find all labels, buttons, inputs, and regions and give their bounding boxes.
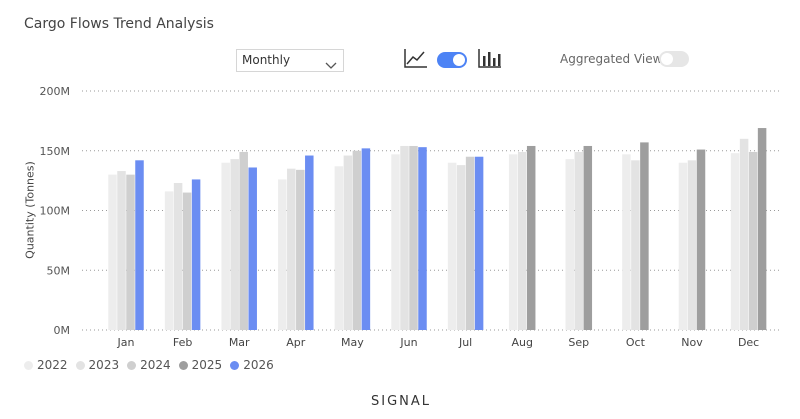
bar-2025-oct[interactable]: [640, 142, 649, 330]
aggregated-view-label: Aggregated View: [560, 52, 663, 66]
legend-label: 2022: [37, 358, 68, 372]
x-tick-label: May: [341, 336, 364, 349]
legend-label: 2023: [88, 358, 120, 372]
bar-2024-mar[interactable]: [239, 151, 248, 330]
bar-2024-apr[interactable]: [296, 169, 305, 330]
bar-2026-jul[interactable]: [474, 156, 484, 330]
bar-2022-aug[interactable]: [508, 154, 518, 330]
y-tick-label: 0M: [54, 324, 71, 337]
bar-chart-icon[interactable]: [478, 48, 502, 72]
toggle-knob: [661, 53, 673, 65]
legend-label: 2024: [140, 358, 171, 372]
bar-2024-may[interactable]: [352, 150, 362, 330]
bar-2026-jun[interactable]: [418, 147, 427, 330]
aggregated-view-toggle[interactable]: [659, 51, 689, 67]
bar-2022-oct[interactable]: [622, 154, 631, 330]
bar-2026-feb[interactable]: [191, 179, 201, 330]
y-tick-label: 100M: [40, 205, 71, 218]
chart-type-toggle[interactable]: [437, 52, 467, 68]
legend-label: 2026: [243, 358, 274, 372]
y-tick-label: 200M: [40, 85, 71, 98]
bar-2023-mar[interactable]: [230, 159, 239, 330]
bar-2023-dec[interactable]: [739, 138, 749, 330]
bar-2022-jul[interactable]: [447, 162, 457, 330]
bar-2022-jun[interactable]: [391, 154, 400, 330]
x-tick-label: Feb: [173, 336, 192, 349]
legend-swatch: [24, 360, 33, 370]
y-tick-label: 50M: [47, 264, 71, 277]
line-chart-icon[interactable]: [404, 48, 428, 72]
bar-2022-feb[interactable]: [164, 191, 174, 330]
x-tick-label: Mar: [229, 336, 250, 349]
x-tick-label: Aug: [511, 336, 532, 349]
bar-2022-nov[interactable]: [678, 162, 688, 330]
x-tick-label: Jul: [458, 336, 472, 349]
x-tick-label: Sep: [568, 336, 589, 349]
bar-2023-jan[interactable]: [117, 171, 126, 330]
legend-label: 2025: [191, 358, 223, 372]
brand-logo: SIGNAL: [371, 394, 432, 409]
x-tick-label: Oct: [626, 336, 646, 349]
bar-2023-jul[interactable]: [456, 165, 466, 330]
bar-2022-dec[interactable]: [730, 153, 740, 330]
legend-item-2024[interactable]: 2024: [127, 358, 171, 372]
bar-2026-jan[interactable]: [135, 160, 144, 330]
x-tick-label: Nov: [681, 336, 703, 349]
period-select-value: Monthly: [242, 53, 291, 67]
toggle-knob: [453, 54, 465, 66]
legend-item-2025[interactable]: 2025: [178, 358, 223, 372]
bar-2022-mar[interactable]: [221, 162, 230, 330]
bar-2023-nov[interactable]: [687, 160, 697, 330]
bar-2025-dec[interactable]: [757, 128, 767, 330]
legend-swatch: [75, 360, 85, 370]
period-select[interactable]: Monthly: [236, 49, 344, 72]
x-tick-label: Dec: [738, 336, 759, 349]
bar-2026-may[interactable]: [361, 148, 371, 330]
bar-2024-dec[interactable]: [748, 151, 758, 330]
y-tick-label: 150M: [40, 145, 71, 158]
chart-legend: 2022 2023 2024 2025 2026: [24, 358, 274, 372]
bar-2023-aug[interactable]: [517, 151, 527, 330]
bar-2024-jan[interactable]: [126, 174, 135, 330]
legend-item-2022[interactable]: 2022: [24, 358, 68, 372]
legend-item-2023[interactable]: 2023: [75, 358, 120, 372]
bar-2025-sep[interactable]: [583, 145, 593, 330]
legend-item-2026[interactable]: 2026: [230, 358, 274, 372]
bar-2026-apr[interactable]: [305, 155, 314, 330]
legend-swatch: [178, 360, 188, 370]
bar-2023-feb[interactable]: [173, 183, 183, 330]
bar-2023-oct[interactable]: [631, 160, 640, 330]
bar-2022-apr[interactable]: [278, 179, 287, 330]
legend-swatch: [230, 360, 240, 370]
bar-2023-sep[interactable]: [574, 151, 584, 330]
page-title: Cargo Flows Trend Analysis: [24, 16, 214, 32]
bar-2023-may[interactable]: [343, 155, 353, 330]
bar-2025-aug[interactable]: [526, 145, 536, 330]
bar-2022-jan[interactable]: [108, 174, 117, 330]
bar-2022-may[interactable]: [334, 166, 344, 330]
bar-2023-jun[interactable]: [400, 145, 409, 330]
legend-swatch: [127, 360, 137, 370]
x-tick-label: Jun: [399, 336, 417, 349]
bar-2024-feb[interactable]: [182, 192, 192, 330]
bar-2025-nov[interactable]: [696, 149, 706, 330]
x-tick-label: Apr: [286, 336, 306, 349]
x-tick-label: Jan: [117, 336, 135, 349]
chevron-down-icon: [325, 56, 337, 77]
bar-2026-mar[interactable]: [248, 167, 257, 330]
bar-2024-jun[interactable]: [409, 145, 418, 330]
bar-2023-apr[interactable]: [287, 168, 296, 330]
bar-2022-sep[interactable]: [565, 159, 575, 330]
bar-2024-jul[interactable]: [465, 156, 475, 330]
